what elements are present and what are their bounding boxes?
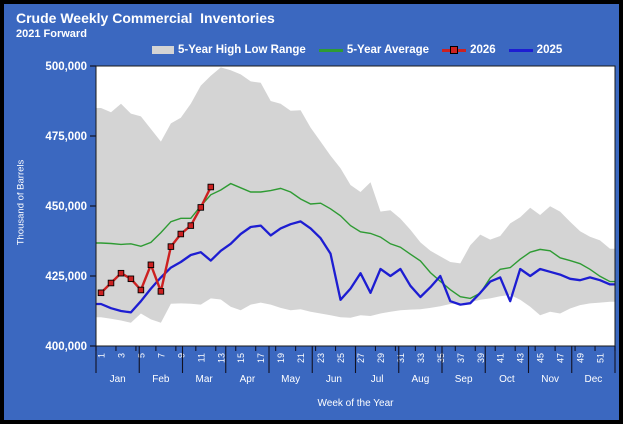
high-low-band [96, 67, 615, 323]
x-week-label: 19 [276, 353, 286, 363]
month-label: Mar [196, 374, 214, 385]
x-week-label: 39 [476, 353, 486, 363]
x-axis: 1 3 5 7 9 11 13 15 17 19 21 23 25 27 29 31 33 35 37 39 41 43 4… [95, 346, 616, 363]
marker-2026 [187, 222, 195, 229]
month-axis: Jan Feb Mar Apr May Jun Jul Aug Sep Oct Nov Dec [95, 346, 616, 385]
x-week-label: 47 [556, 353, 566, 363]
month-label: Aug [411, 374, 429, 385]
chart-subtitle: 2021 Forward [16, 28, 87, 40]
month-label: Oct [499, 374, 515, 385]
chart-title: Crude Weekly Commercial Inventories [16, 10, 275, 26]
legend-label-5yr-average: 5-Year Average [346, 44, 430, 56]
line-2025-path [96, 220, 615, 314]
x-week-label: 25 [336, 353, 346, 363]
month-label: Apr [240, 374, 256, 385]
x-week-label: 37 [456, 353, 466, 363]
month-label: Dec [584, 374, 602, 385]
marker-2026 [197, 204, 205, 211]
x-week-label: 9 [176, 353, 186, 358]
x-week-label: 27 [356, 353, 366, 363]
avg-line-swatch-icon [318, 48, 343, 52]
legend-label-2026: 2026 [470, 44, 496, 56]
legend-item-2025: 2025 [508, 44, 563, 56]
x-week-label: 3 [116, 353, 126, 358]
x-week-label: 45 [536, 353, 546, 363]
x-week-label: 11 [196, 353, 206, 362]
x-week-label: 7 [156, 353, 166, 358]
marker-2026 [97, 289, 105, 297]
marker-2026 [127, 275, 135, 283]
markers-2026 [97, 183, 215, 297]
legend-label-high-low-range: 5-Year High Low Range [178, 44, 306, 56]
month-label: Jun [326, 374, 342, 385]
marker-2026 [107, 279, 115, 287]
legend-item-5yr-average: 5-Year Average [318, 44, 430, 56]
x-week-label: 1 [96, 353, 106, 358]
x-week-label: 29 [376, 353, 386, 363]
marker-2026 [117, 269, 125, 277]
x-week-label: 41 [496, 353, 506, 363]
legend: 5-Year High Low Range 5-Year Average 202… [152, 44, 562, 56]
marker-2026 [137, 286, 145, 294]
legend-label-2025: 2025 [536, 44, 563, 56]
x-axis-title: Week of the Year [317, 398, 394, 409]
marker-2026 [147, 261, 155, 269]
band-swatch-icon [152, 46, 174, 54]
x-week-label: 31 [396, 353, 406, 363]
line-2026-swatch-icon [442, 46, 467, 54]
y-axis: 400,000 425,000 450,000 475,000 500,000 [45, 61, 96, 353]
x-week-label: 51 [596, 353, 606, 363]
legend-item-high-low-range: 5-Year High Low Range [152, 44, 306, 56]
month-label: Jan [110, 374, 126, 385]
y-axis-tick-label: 500,000 [45, 61, 87, 73]
y-axis-tick-label: 425,000 [45, 271, 87, 283]
square-marker-icon [450, 46, 459, 54]
x-week-label: 5 [136, 353, 146, 358]
legend-item-2026: 2026 [442, 44, 496, 56]
x-week-label: 33 [416, 353, 426, 363]
marker-2026 [177, 230, 185, 238]
marker-2026 [207, 183, 215, 191]
x-week-label: 23 [316, 353, 326, 363]
y-axis-tick-label: 450,000 [45, 201, 87, 213]
month-label: Nov [541, 374, 559, 385]
x-week-label: 15 [236, 353, 246, 363]
x-week-label: 17 [256, 353, 266, 363]
y-axis-tick-label: 475,000 [45, 131, 87, 143]
marker-2026 [167, 243, 175, 250]
x-week-label: 13 [216, 353, 226, 363]
month-label: Jul [371, 374, 384, 385]
month-label: Sep [455, 374, 473, 385]
line-2025-swatch-icon [508, 48, 533, 52]
x-week-label: 21 [296, 353, 306, 363]
x-week-label: 49 [576, 353, 586, 363]
avg-line-path [96, 182, 615, 300]
y-axis-tick-label: 400,000 [45, 341, 87, 353]
marker-2026 [157, 288, 165, 295]
month-label: Feb [152, 374, 170, 385]
x-week-label: 35 [436, 353, 446, 363]
x-week-label: 43 [516, 353, 526, 363]
month-label: May [281, 374, 300, 385]
